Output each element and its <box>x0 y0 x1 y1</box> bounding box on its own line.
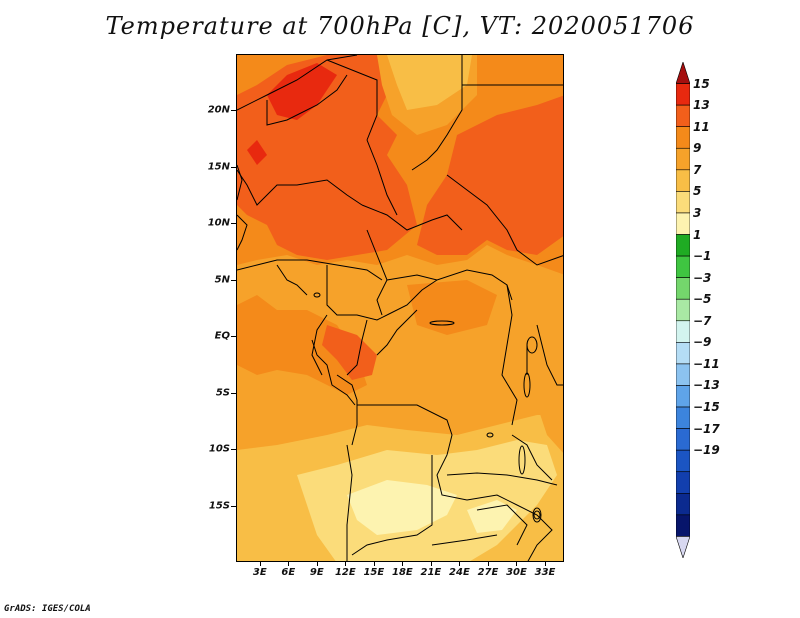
colorbar-label: −7 <box>693 313 712 328</box>
colorbar-label: −11 <box>693 356 720 371</box>
colorbar-label: −3 <box>693 270 712 285</box>
colorbar-segment <box>676 147 690 171</box>
field-east-coast <box>537 345 563 453</box>
lon-tick <box>544 562 546 566</box>
lon-label: 27E <box>477 567 499 578</box>
colorbar-label: −9 <box>693 335 712 350</box>
lon-label: 21E <box>420 567 442 578</box>
colorbar-label: 5 <box>693 184 702 199</box>
field-hot-north-east <box>417 95 563 255</box>
field-central-hot <box>237 295 367 395</box>
lat-tick <box>231 449 236 451</box>
colorbar-segment <box>676 385 690 408</box>
colorbar-segment <box>676 104 690 127</box>
colorbar-segment <box>676 320 690 343</box>
lat-tick <box>231 223 236 225</box>
colorbar-label: −1 <box>693 249 712 264</box>
colorbar-segment <box>676 493 690 516</box>
colorbar-segment <box>676 212 690 235</box>
colorbar-segment <box>676 363 690 386</box>
lat-tick <box>231 279 236 281</box>
colorbar-label: −5 <box>693 292 712 307</box>
lat-label: EQ <box>214 330 230 342</box>
lon-tick <box>402 562 404 566</box>
colorbar-segment <box>676 298 690 322</box>
lat-label: 20N <box>207 104 230 116</box>
colorbar-segment <box>676 342 690 365</box>
lakes <box>313 292 542 523</box>
lat-tick <box>231 392 236 394</box>
lon-label: 12E <box>334 567 356 578</box>
lat-label: 5S <box>215 387 230 399</box>
lat-label: 5N <box>214 274 230 286</box>
colorbar-label: −19 <box>693 443 720 458</box>
colorbar-label: 3 <box>693 205 702 220</box>
lat-label: 10N <box>207 217 230 229</box>
colorbar-segment <box>676 406 690 429</box>
lon-tick <box>459 562 461 566</box>
field-south-3 <box>347 480 457 535</box>
colorbar-segment <box>676 536 690 558</box>
chart-title: Temperature at 700hPa [C], VT: 202005170… <box>105 12 695 40</box>
lon-label: 30E <box>506 567 527 578</box>
colorbar-segment <box>676 277 690 300</box>
lat-tick <box>231 505 236 507</box>
colorbar-label: 1 <box>693 227 702 242</box>
field-hotspot-nw <box>267 63 337 120</box>
lat-label: 15S <box>208 500 230 512</box>
colorbar-label: 11 <box>693 119 710 134</box>
lon-tick <box>316 562 318 566</box>
lon-label: 18E <box>392 567 413 578</box>
colorbar-label: 15 <box>693 76 710 91</box>
lon-tick <box>487 562 489 566</box>
colorbar-segment <box>676 449 690 473</box>
map-panel <box>236 54 564 562</box>
colorbar-label: −15 <box>693 400 720 415</box>
colorbar-segment <box>676 471 690 494</box>
lon-label: 15E <box>363 567 385 578</box>
colorbar-segment <box>676 62 690 84</box>
temperature-map <box>237 55 563 561</box>
colorbar-segment <box>676 126 690 149</box>
lon-label: 6E <box>281 567 296 578</box>
credit-text: GrADS: IGES/COLA <box>4 604 91 614</box>
colorbar-label: −13 <box>693 378 720 393</box>
lon-tick <box>516 562 518 566</box>
lat-tick <box>231 166 236 168</box>
lon-label: 33E <box>534 567 556 578</box>
colorbar-segment <box>676 83 690 106</box>
lat-tick <box>231 110 236 112</box>
colorbar-label: 7 <box>693 162 702 177</box>
colorbar-segment <box>676 428 690 451</box>
colorbar <box>676 62 690 558</box>
lon-tick <box>345 562 347 566</box>
lat-label: 15N <box>207 161 230 173</box>
country-borders <box>237 55 563 561</box>
field-central-hot2 <box>322 325 377 380</box>
colorbar-segment <box>676 234 690 257</box>
colorbar-label: 13 <box>693 98 710 113</box>
colorbar-segment <box>676 169 690 192</box>
lon-tick <box>373 562 375 566</box>
field-south-3b <box>467 500 517 533</box>
coast <box>237 164 356 406</box>
lat-label: 10S <box>208 443 230 455</box>
lon-tick <box>288 562 290 566</box>
lon-tick <box>430 562 432 566</box>
colorbar-label: 9 <box>693 141 702 156</box>
field-hotspot-nw2 <box>247 140 267 165</box>
colorbar-segment <box>676 191 690 214</box>
lon-label: 3E <box>252 567 267 578</box>
field-central-hot3 <box>407 280 497 335</box>
lon-tick <box>259 562 261 566</box>
lat-tick <box>231 336 236 338</box>
colorbar-segment <box>676 255 690 278</box>
field-cool-top2 <box>387 55 472 110</box>
lon-label: 9E <box>309 567 324 578</box>
colorbar-label: −17 <box>693 421 720 436</box>
lon-label: 24E <box>449 567 470 578</box>
colorbar-segment <box>676 514 690 537</box>
